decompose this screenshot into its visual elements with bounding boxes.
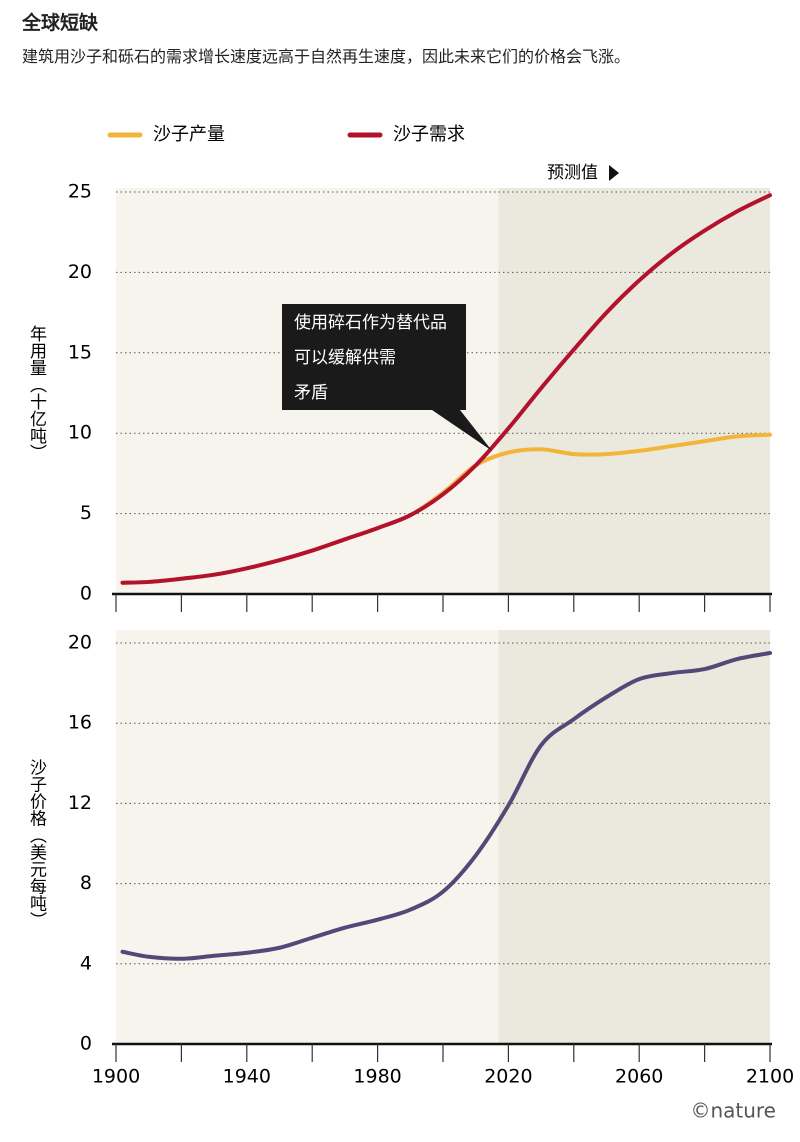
- x-tick-label: 1900: [92, 1066, 140, 1088]
- y-tick-label: 0: [80, 1033, 92, 1055]
- y-tick-label: 16: [68, 712, 92, 734]
- forecast-background: [498, 188, 770, 594]
- history-background: [116, 630, 499, 1044]
- annotation-box: [282, 304, 493, 451]
- y-tick-label: 5: [80, 502, 92, 524]
- x-tick-label: 2020: [484, 1066, 532, 1088]
- y-tick-label: 4: [80, 952, 92, 974]
- annotation-text: 可以缓解供需: [294, 348, 396, 368]
- y-tick-label: 15: [68, 341, 92, 363]
- y-axis-label: 年用量（十亿吨）: [26, 325, 47, 461]
- forecast-label: 预测值: [547, 163, 598, 183]
- y-tick-label: 20: [68, 261, 92, 283]
- x-tick-label: 1980: [353, 1066, 401, 1088]
- annotation-text: 使用碎石作为替代品: [294, 312, 447, 333]
- y-tick-label: 10: [68, 422, 92, 444]
- x-tick-label: 2060: [615, 1066, 663, 1088]
- series-line: [120, 651, 772, 961]
- y-tick-label: 20: [68, 632, 92, 654]
- y-tick-label: 8: [80, 872, 92, 894]
- forecast-background: [498, 630, 770, 1044]
- legend-label: 沙子需求: [393, 124, 465, 145]
- forecast-arrow: [609, 165, 619, 181]
- y-tick-label: 25: [68, 181, 92, 203]
- annotation-text: 矛盾: [294, 383, 328, 403]
- subtitle: 建筑用沙子和砾石的需求增长速度远高于自然再生速度，因此未来它们的价格会飞涨。: [22, 47, 631, 66]
- x-tick-label: 1940: [223, 1066, 271, 1088]
- header: 全球短缺 建筑用沙子和砾石的需求增长速度远高于自然再生速度，因此未来它们的价格会…: [22, 8, 682, 72]
- y-axis-label: 沙子价格（美元每吨）: [26, 759, 47, 929]
- legend-label: 沙子产量: [153, 124, 225, 145]
- y-tick-label: 0: [80, 583, 92, 605]
- series-line: [120, 193, 772, 585]
- credit: ©nature: [690, 1099, 776, 1123]
- y-tick-label: 12: [68, 792, 92, 814]
- x-tick-label: 2100: [746, 1066, 794, 1088]
- title: 全球短缺: [22, 12, 99, 34]
